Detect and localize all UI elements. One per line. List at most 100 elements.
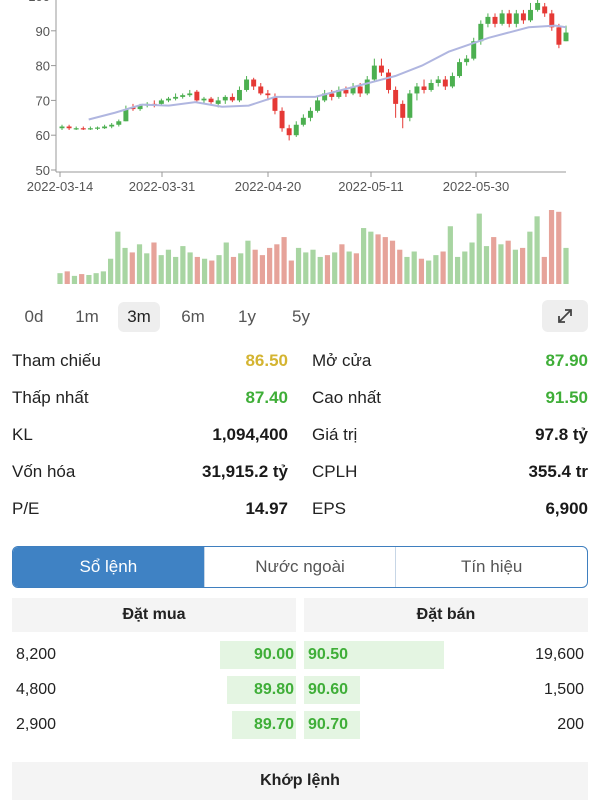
order-book-row: 8,200 90.00 90.50 19,600: [0, 638, 600, 672]
buy-price[interactable]: 89.70: [253, 716, 294, 733]
candle-body: [528, 9, 533, 21]
candle-body: [173, 96, 179, 99]
candle-body: [343, 89, 349, 94]
candle-body: [293, 124, 299, 136]
volume-label: KL: [12, 425, 33, 444]
volume-bar: [389, 240, 396, 284]
candle-body: [87, 128, 93, 130]
range-1y[interactable]: 1y: [238, 307, 256, 326]
volume-bar: [238, 253, 244, 284]
candle-body: [300, 117, 306, 125]
volume-bar: [151, 242, 157, 284]
tab-foreign[interactable]: Nước ngoài: [203, 547, 396, 587]
volume-bar: [556, 211, 562, 284]
volume-bar: [483, 246, 490, 284]
volume-bar: [303, 252, 309, 284]
candle-body: [371, 65, 377, 80]
volume-bar: [447, 226, 453, 284]
matched-orders-header: Khớp lệnh: [12, 762, 588, 800]
sell-price[interactable]: 90.50: [308, 646, 349, 663]
candle-body: [386, 72, 392, 90]
volume-bar: [230, 256, 237, 284]
pe-value: 14.97: [245, 499, 288, 518]
volume-bar: [491, 237, 497, 284]
shares-label: CPLH: [312, 462, 358, 481]
range-1m[interactable]: 1m: [75, 307, 99, 326]
candle-body: [492, 16, 498, 24]
candle-body: [414, 86, 420, 94]
x-tick-label: 2022-05-30: [443, 179, 510, 194]
range-3m[interactable]: 3m: [118, 302, 160, 332]
buy-price[interactable]: 89.80: [253, 681, 294, 698]
volume-bar: [548, 210, 555, 284]
y-tick-label: 50: [36, 163, 50, 178]
volume-bar: [281, 237, 287, 284]
detail-tabs: Sổ lệnh Nước ngoài Tín hiệu: [12, 546, 588, 588]
candle-body: [336, 89, 342, 97]
volume-bar: [440, 251, 446, 284]
candle-body: [400, 103, 406, 118]
open-price-label: Mở cửa: [312, 351, 372, 370]
buy-price[interactable]: 90.00: [253, 646, 294, 663]
volume-bar: [476, 213, 482, 284]
candle-body: [180, 95, 186, 97]
price-chart[interactable]: 50 60 70 80 90 100 2022-03-14 2022-03-31 2022-04…: [0, 0, 600, 290]
candle-body: [322, 93, 328, 101]
buy-header: Đặt mua: [12, 598, 296, 632]
candle-body: [236, 89, 242, 101]
volume-bar: [288, 260, 294, 284]
candle-body: [520, 13, 526, 21]
sell-price[interactable]: 90.60: [308, 681, 349, 698]
sell-header: Đặt bán: [304, 598, 588, 632]
volume-bar: [512, 249, 519, 284]
volume-bar: [144, 253, 150, 284]
candle-body: [258, 86, 264, 94]
volume-bar: [520, 247, 526, 284]
volume-bar: [57, 273, 63, 284]
sell-price[interactable]: 90.70: [308, 716, 349, 733]
volume-bar: [454, 256, 461, 284]
stat-row: Tham chiếu 86.50 Mở cửa 87.90: [0, 344, 600, 378]
candle-body: [464, 58, 470, 63]
x-tick-label: 2022-05-11: [338, 179, 404, 194]
volume-bar: [129, 252, 135, 284]
volume-bar: [274, 244, 280, 284]
ref-price-value: 86.50: [245, 351, 288, 370]
volume-bar: [332, 252, 338, 284]
volume-bar: [158, 255, 164, 284]
candle-body: [549, 13, 555, 28]
range-5y[interactable]: 5y: [292, 307, 310, 326]
candle-body: [449, 76, 455, 87]
candle-body: [315, 100, 321, 111]
y-tick-label: 80: [36, 59, 50, 74]
sell-volume: 19,600: [535, 646, 584, 663]
range-0d[interactable]: 0d: [24, 307, 44, 326]
ref-price-label: Tham chiếu: [12, 351, 101, 370]
sell-depth-bar: [304, 641, 444, 669]
candle-body: [215, 100, 221, 104]
volume-bar: [64, 271, 70, 284]
moving-average-line: [88, 24, 567, 121]
candle-body: [513, 13, 519, 24]
volume-bar: [252, 249, 258, 284]
order-book-row: 4,800 89.80 90.60 1,500: [0, 673, 600, 707]
candle-body: [123, 109, 129, 122]
candle-body: [116, 121, 122, 125]
open-price-value: 87.90: [545, 351, 588, 370]
volume-bar: [216, 255, 222, 284]
expand-chart-button[interactable]: [542, 300, 588, 332]
range-6m[interactable]: 6m: [181, 307, 205, 326]
candle-body: [279, 110, 285, 129]
tab-order-book[interactable]: Sổ lệnh: [13, 547, 204, 587]
candle-body: [229, 96, 235, 101]
y-tick-label: 90: [36, 24, 50, 39]
volume-bar: [324, 255, 331, 284]
y-tick-label: 100: [28, 0, 50, 4]
tab-signals[interactable]: Tín hiệu: [395, 547, 587, 587]
volume-bar: [404, 256, 410, 284]
candle-body: [407, 93, 413, 118]
candle-body: [137, 105, 143, 110]
candle-body: [59, 126, 65, 129]
volume-bar: [541, 256, 547, 284]
volume-bar: [505, 240, 511, 284]
